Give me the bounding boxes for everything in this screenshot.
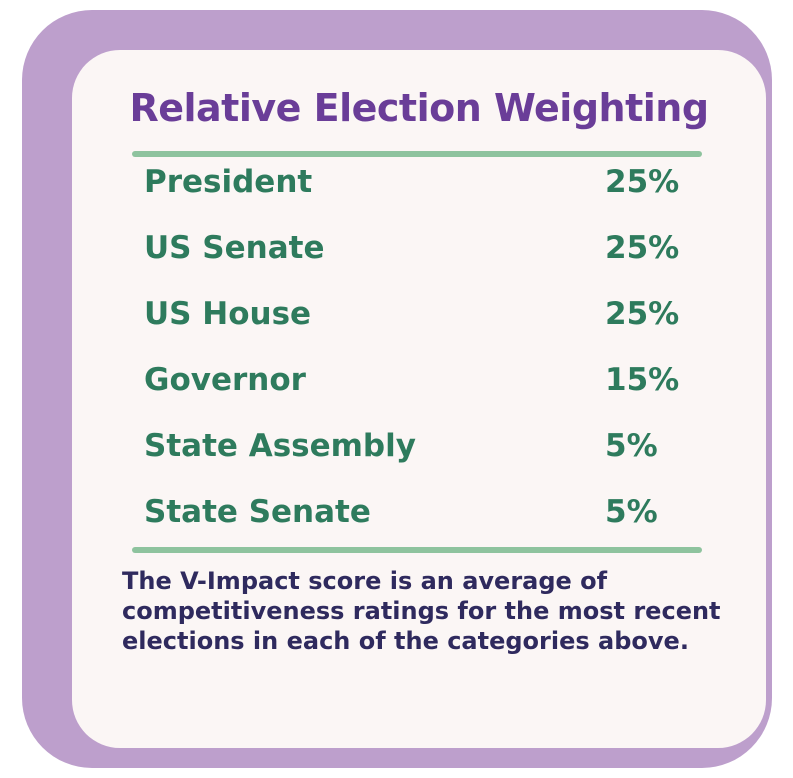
row-value-governor: 15% [605, 362, 680, 398]
table-row: US House 25% [72, 294, 766, 360]
row-value-state-senate: 5% [605, 494, 658, 530]
table-row: Governor 15% [72, 360, 766, 426]
row-label-governor: Governor [144, 362, 306, 398]
footnote: The V-Impact score is an average of comp… [122, 567, 721, 655]
card-title: Relative Election Weighting [129, 86, 709, 130]
row-value-us-house: 25% [605, 296, 680, 332]
row-value-president: 25% [605, 164, 680, 200]
row-label-president: President [144, 164, 313, 200]
row-label-us-house: US House [144, 296, 312, 332]
outer-frame: Relative Election Weighting President 25… [22, 10, 772, 768]
row-value-state-assembly: 5% [605, 428, 658, 464]
info-card: Relative Election Weighting President 25… [72, 50, 766, 748]
table-row: US Senate 25% [72, 228, 766, 294]
row-value-us-senate: 25% [605, 230, 680, 266]
top-divider [132, 151, 702, 157]
row-label-state-assembly: State Assembly [144, 428, 416, 464]
row-label-us-senate: US Senate [144, 230, 325, 266]
row-label-state-senate: State Senate [144, 494, 371, 530]
bottom-divider [132, 547, 702, 553]
weighting-table: President 25% US Senate 25% US House 25%… [72, 162, 766, 558]
table-row: State Assembly 5% [72, 426, 766, 492]
table-row: State Senate 5% [72, 492, 766, 558]
table-row: President 25% [72, 162, 766, 228]
